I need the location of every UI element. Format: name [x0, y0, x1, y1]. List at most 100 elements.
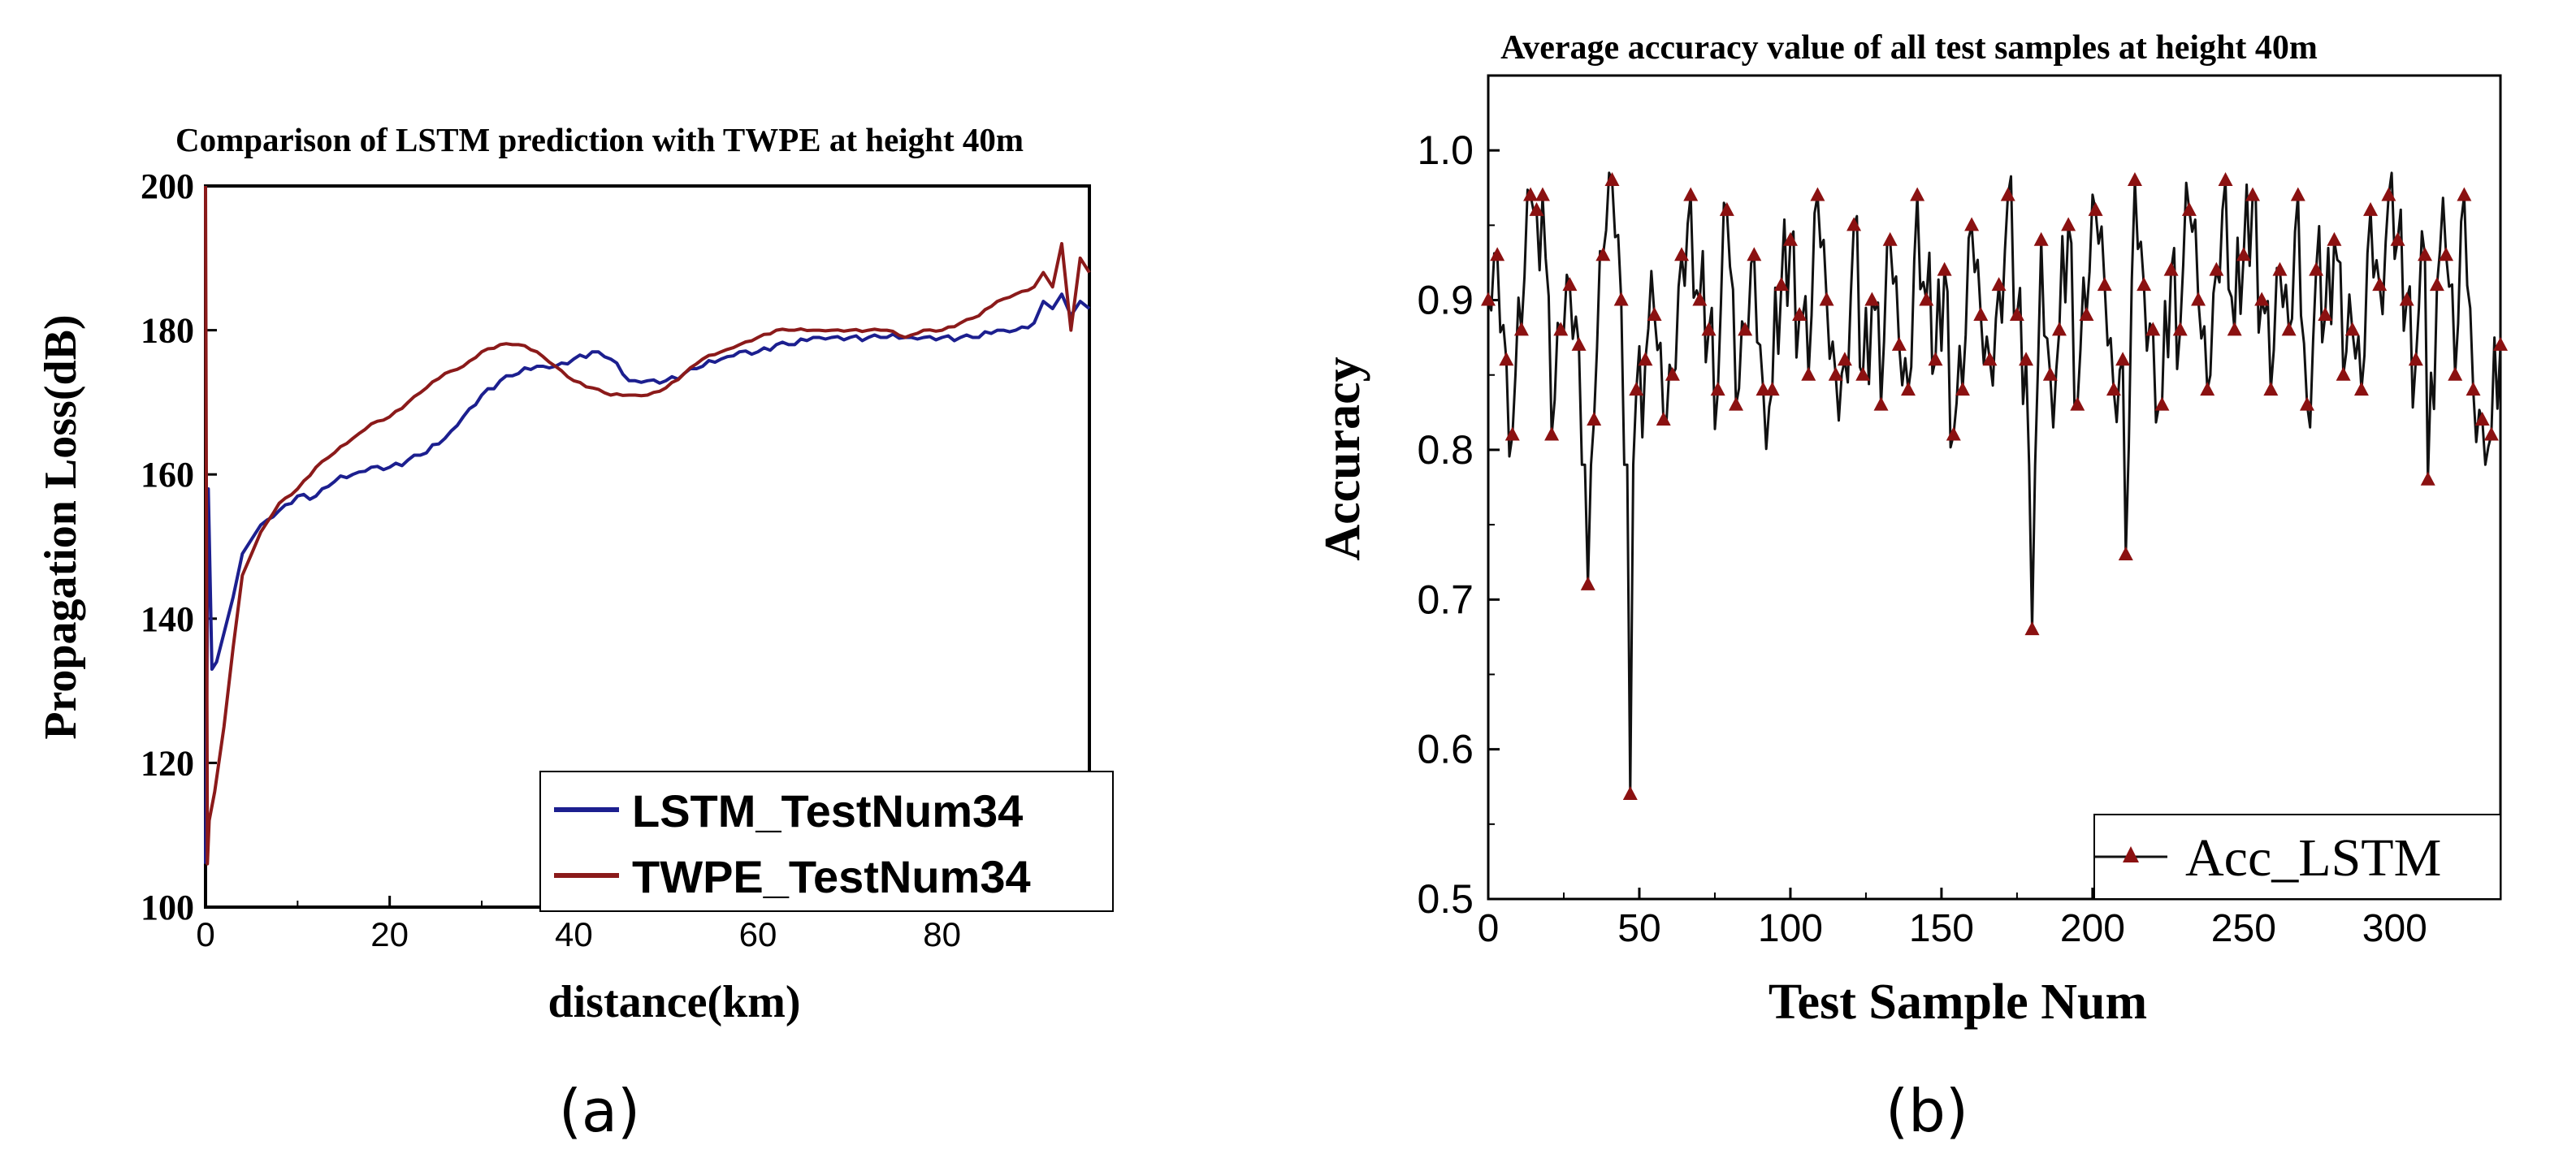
- acc-marker: [1535, 187, 1550, 201]
- acc-marker: [2070, 396, 2085, 411]
- chart-a-title: Comparison of LSTM prediction with TWPE …: [175, 121, 1024, 158]
- acc-marker: [1819, 292, 1834, 306]
- acc-marker: [2009, 306, 2024, 321]
- acc-marker: [1571, 336, 1587, 351]
- acc-marker: [2227, 322, 2242, 336]
- chart-b-legend: Acc_LSTM: [2093, 814, 2501, 900]
- acc-marker: [1964, 217, 1980, 231]
- acc-marker: [2172, 322, 2188, 336]
- chart-a-xtick-label: 20: [370, 915, 409, 953]
- acc-marker: [1513, 322, 1529, 336]
- acc-marker: [2408, 352, 2423, 366]
- chart-b-xtick-label: 300: [2362, 907, 2427, 950]
- acc-marker: [2372, 277, 2388, 292]
- chart-b-ticks: 0 50 100 150 200 250 300 0.5 0.6 0.7 0.8 0.9 1.0: [1417, 128, 2471, 950]
- chart-b-xtick-label: 200: [2060, 907, 2125, 950]
- acc-marker: [2290, 187, 2305, 201]
- acc-marker: [2154, 396, 2170, 411]
- chart-b-xtick-label: 100: [1758, 907, 1823, 950]
- acc-marker: [1873, 396, 1889, 411]
- series-line-lstm: [204, 292, 1091, 864]
- acc-marker: [1595, 247, 1611, 261]
- chart-a-ytick-label: 120: [141, 743, 194, 783]
- acc-marker: [1955, 382, 1970, 396]
- acc-marker: [2033, 231, 2049, 246]
- acc-marker: [2474, 412, 2490, 426]
- acc-marker: [1674, 247, 1690, 261]
- acc-marker: [2088, 201, 2103, 216]
- panel-label-b: (b): [1885, 1077, 1968, 1145]
- acc-marker: [2051, 322, 2067, 336]
- acc-marker: [1891, 336, 1907, 351]
- chart-a-ytick-label: 140: [141, 599, 194, 639]
- acc-marker: [1710, 382, 1725, 396]
- acc-marker: [2061, 217, 2076, 231]
- chart-a-ytick-label: 160: [141, 455, 194, 495]
- acc-marker: [1580, 576, 1595, 590]
- chart-b-ytick-label: 0.7: [1417, 577, 1474, 622]
- chart-a-xtick-label: 80: [923, 915, 961, 953]
- acc-marker: [2466, 382, 2481, 396]
- chart-b-ytick-label: 1.0: [1417, 128, 1474, 173]
- acc-marker: [2448, 366, 2463, 381]
- acc-marker: [1747, 247, 1762, 261]
- chart-a-ticks: 0 20 40 60 80 100 120 140 160 180 200: [141, 166, 1035, 953]
- acc-marker: [1855, 366, 1871, 381]
- legend-label-acc: Acc_LSTM: [2185, 828, 2441, 888]
- acc-marker: [2200, 382, 2215, 396]
- acc-marker: [2420, 471, 2435, 486]
- acc-marker: [2318, 306, 2333, 321]
- acc-marker: [2418, 247, 2433, 261]
- acc-marker: [1622, 785, 1638, 800]
- chart-a-xtick-label: 0: [196, 915, 214, 953]
- acc-marker: [1937, 261, 1952, 276]
- chart-a-ytick-label: 100: [141, 888, 194, 927]
- acc-marker: [2163, 261, 2179, 276]
- acc-marker: [2327, 231, 2342, 246]
- acc-marker: [2439, 247, 2454, 261]
- acc-marker: [1481, 292, 1496, 306]
- chart-a-plot-area: [204, 184, 1091, 909]
- acc-marker: [1504, 426, 1520, 441]
- acc-marker: [2019, 352, 2034, 366]
- acc-marker: [2493, 336, 2508, 351]
- chart-b-ytick-label: 0.5: [1417, 876, 1474, 922]
- chart-a-ylabel: Propagation Loss(dB): [36, 314, 86, 739]
- series-line-twpe: [204, 185, 1091, 866]
- acc-marker: [2000, 187, 2015, 201]
- panel-label-a: (a): [559, 1077, 640, 1145]
- chart-b-ytick-label: 0.9: [1417, 278, 1474, 323]
- acc-marker: [1692, 292, 1708, 306]
- chart-b: Average accuracy value of all test sampl…: [1315, 29, 2508, 1145]
- acc-marker: [1701, 322, 1717, 336]
- acc-marker: [1683, 187, 1699, 201]
- acc-marker: [2299, 396, 2314, 411]
- acc-marker: [2429, 277, 2444, 292]
- chart-b-xtick-label: 250: [2211, 907, 2276, 950]
- acc-marker: [2137, 277, 2152, 292]
- chart-b-xtick-label: 0: [1478, 907, 1500, 950]
- acc-marker: [1523, 187, 1539, 201]
- acc-marker: [2245, 187, 2261, 201]
- acc-marker: [1828, 366, 1843, 381]
- acc-marker: [2079, 306, 2094, 321]
- acc-marker: [2309, 261, 2324, 276]
- series-line-acc: [1487, 171, 2502, 796]
- acc-marker: [2272, 261, 2288, 276]
- acc-marker: [2042, 366, 2058, 381]
- acc-marker: [2254, 292, 2270, 306]
- acc-marker: [1638, 352, 1653, 366]
- chart-a-legend-box: [539, 771, 1114, 912]
- acc-marker: [1613, 292, 1629, 306]
- acc-marker: [1982, 352, 1998, 366]
- acc-marker: [1773, 277, 1789, 292]
- acc-marker: [1562, 277, 1578, 292]
- acc-marker: [1544, 426, 1560, 441]
- chart-b-frame: [1487, 74, 2502, 901]
- acc-marker: [1864, 292, 1880, 306]
- acc-marker: [2127, 172, 2142, 187]
- chart-a: Comparison of LSTM prediction with TWPE …: [36, 121, 1114, 1145]
- chart-b-title: Average accuracy value of all test sampl…: [1500, 29, 2318, 67]
- acc-marker: [2344, 322, 2360, 336]
